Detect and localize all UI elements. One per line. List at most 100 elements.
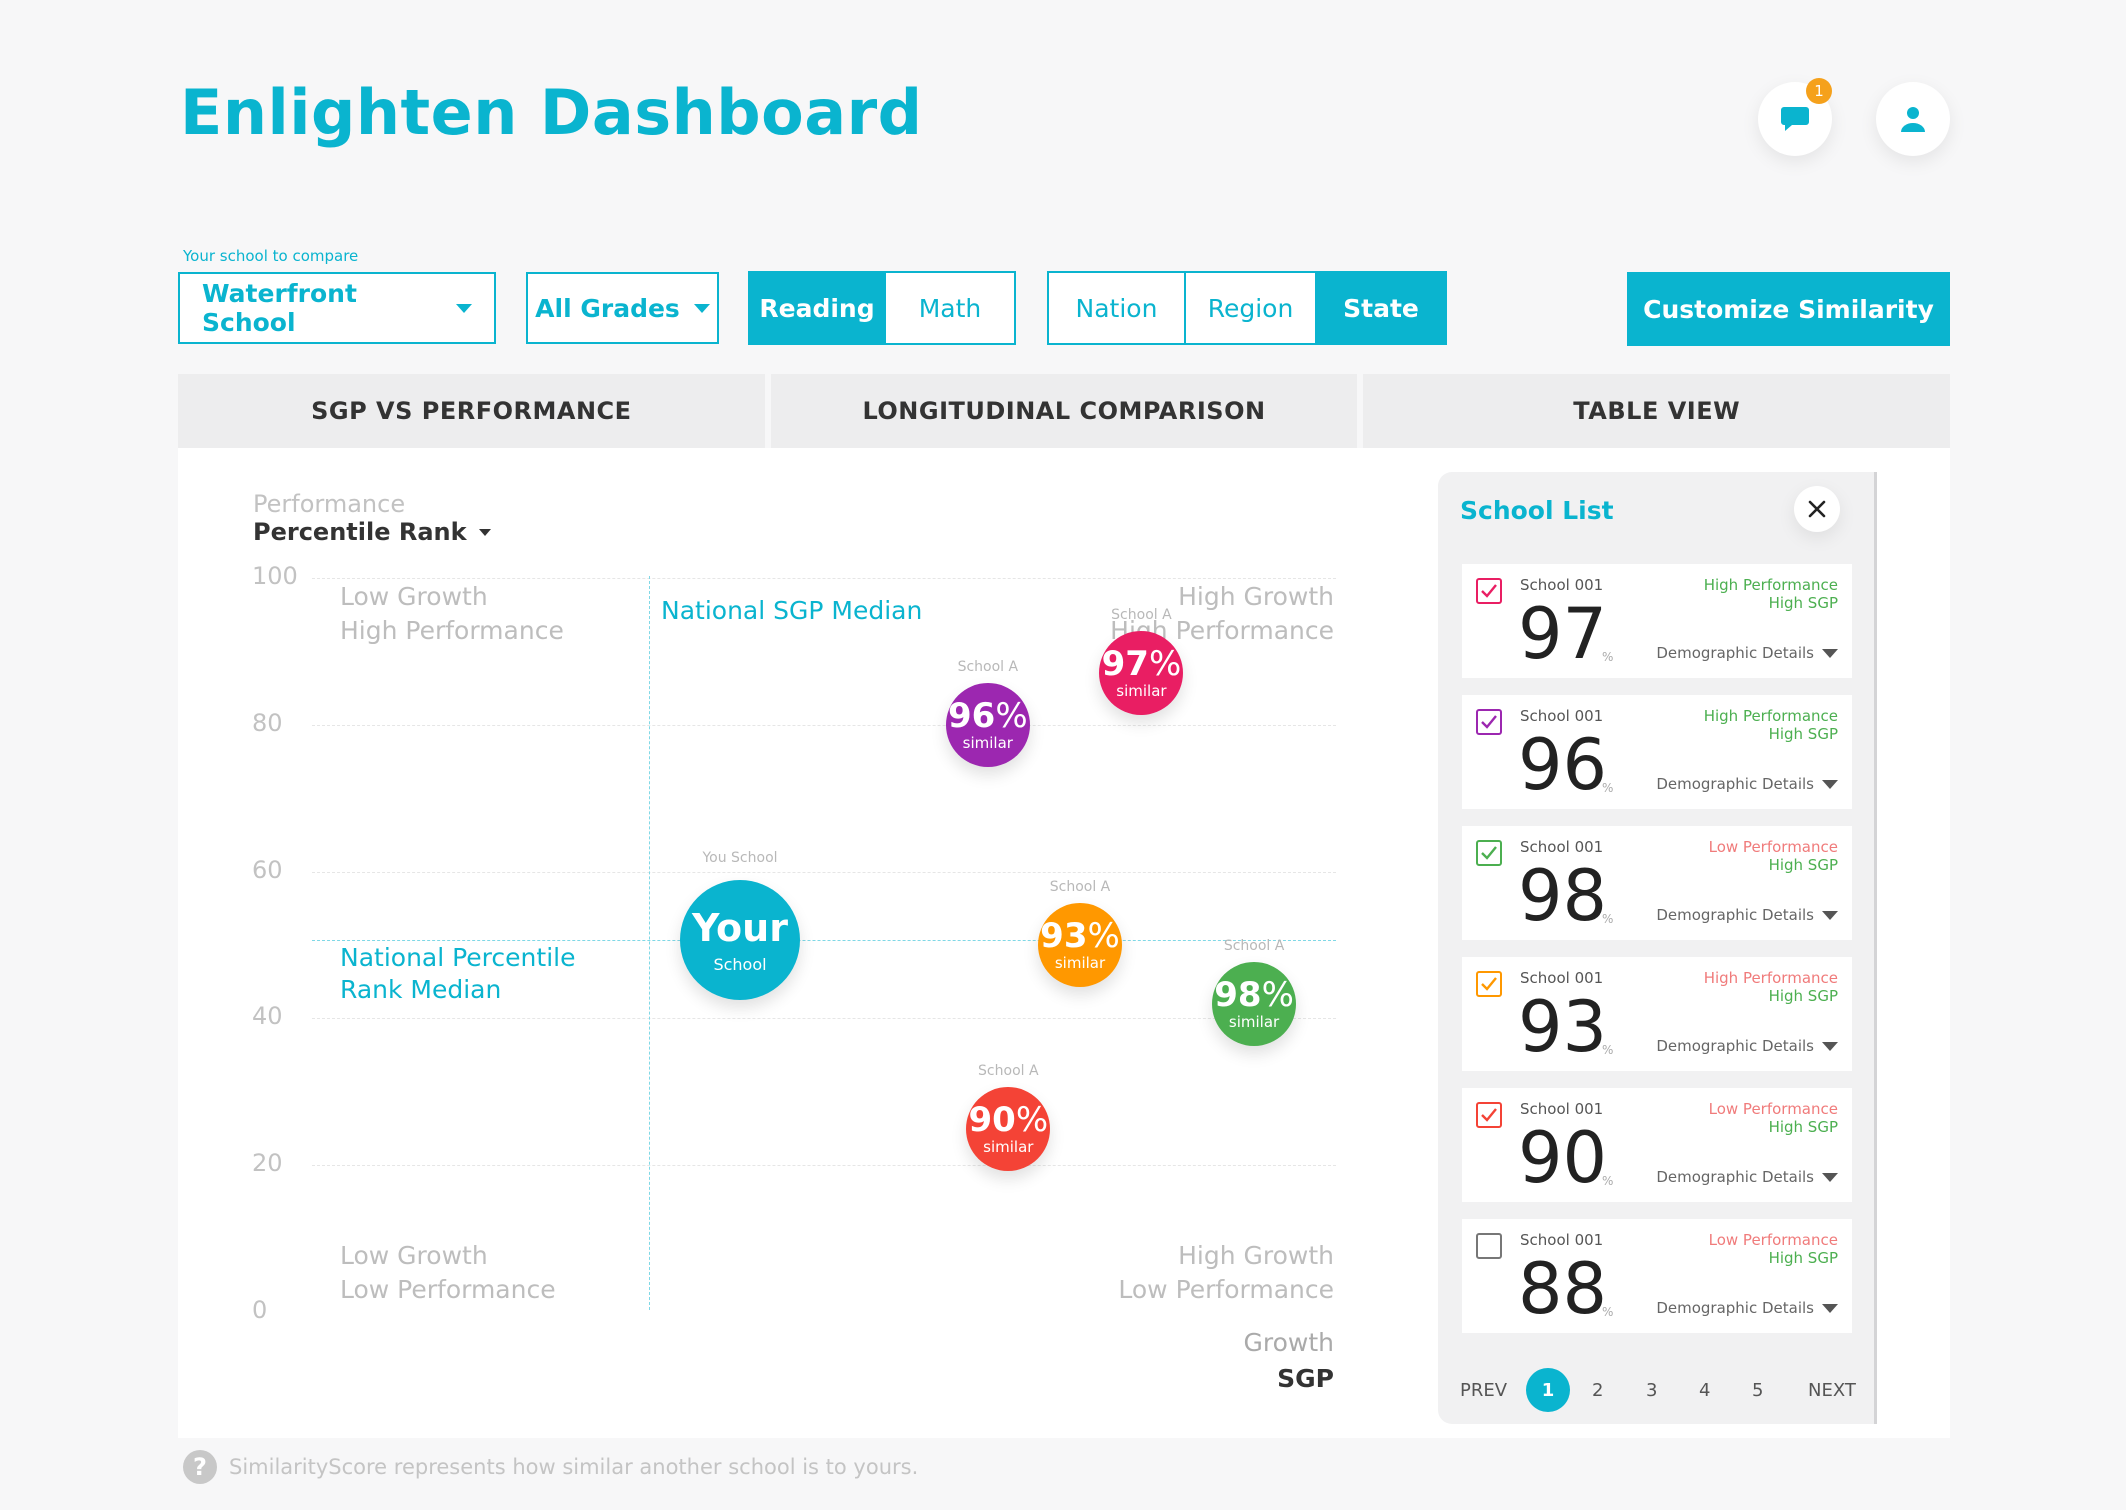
demographic-details-toggle[interactable]: Demographic Details	[1656, 1037, 1838, 1055]
performance-tag: High Performance	[1703, 969, 1838, 987]
notification-badge: 1	[1806, 78, 1832, 104]
school-list-title: School List	[1460, 496, 1614, 525]
school-checkbox[interactable]	[1476, 840, 1502, 866]
school-score: 96	[1518, 724, 1608, 806]
school-card[interactable]: School 001 98% Low Performance High SGP Demo…	[1462, 826, 1852, 940]
sidebar-scrollbar[interactable]	[1874, 472, 1877, 1424]
sgp-tag: High SGP	[1768, 987, 1838, 1005]
school-bubble[interactable]: 96% similar	[945, 682, 1030, 767]
school-bubble[interactable]: 97% similar	[1099, 631, 1184, 716]
performance-tag: Low Performance	[1708, 1231, 1838, 1249]
bubble-similarity: 90%	[968, 1099, 1049, 1140]
pager-page-3[interactable]: 3	[1646, 1380, 1658, 1401]
school-card[interactable]: School 001 96% High Performance High SGP Dem…	[1462, 695, 1852, 809]
pager-page-4[interactable]: 4	[1699, 1380, 1711, 1401]
demographic-details-label: Demographic Details	[1656, 1299, 1814, 1317]
school-score: 93	[1518, 986, 1608, 1068]
check-icon	[1481, 584, 1497, 598]
school-name: School 001	[1520, 838, 1604, 856]
demographic-details-toggle[interactable]: Demographic Details	[1656, 775, 1838, 793]
school-name: School 001	[1520, 1231, 1604, 1249]
school-bubble[interactable]: 98% similar	[1212, 961, 1297, 1046]
school-name: School 001	[1520, 1100, 1604, 1118]
chevron-down-icon	[1822, 779, 1838, 789]
school-checkbox[interactable]	[1476, 709, 1502, 735]
school-card[interactable]: School 001 93% High Performance High SGP Dem…	[1462, 957, 1852, 1071]
chevron-down-icon	[1822, 1303, 1838, 1313]
school-score: 97	[1518, 593, 1608, 675]
customize-similarity-button[interactable]: Customize Similarity	[1627, 272, 1950, 346]
demographic-details-label: Demographic Details	[1656, 1168, 1814, 1186]
grades-select[interactable]: All Grades	[526, 272, 719, 344]
performance-tag: Low Performance	[1708, 838, 1838, 856]
school-card[interactable]: School 001 97% High Performance High SGP Dem…	[1462, 564, 1852, 678]
profile-button[interactable]	[1876, 82, 1950, 156]
sgp-tag: High SGP	[1768, 725, 1838, 743]
demographic-details-label: Demographic Details	[1656, 906, 1814, 924]
demographic-details-label: Demographic Details	[1656, 644, 1814, 662]
school-bubble[interactable]: 90% similar	[966, 1086, 1051, 1171]
sgp-tag: High SGP	[1768, 1118, 1838, 1136]
page-title: Enlighten Dashboard	[180, 76, 923, 149]
scope-region[interactable]: Region	[1184, 273, 1315, 343]
school-score-unit: %	[1602, 1305, 1614, 1319]
demographic-details-label: Demographic Details	[1656, 775, 1814, 793]
your-school-big: Your	[692, 905, 788, 950]
subject-math[interactable]: Math	[884, 273, 1014, 343]
performance-tag: Low Performance	[1708, 1100, 1838, 1118]
performance-tag: High Performance	[1703, 707, 1838, 725]
check-icon	[1481, 1108, 1497, 1122]
school-score: 98	[1518, 855, 1608, 937]
your-school-bubble[interactable]: Your School	[680, 880, 800, 1000]
school-name: School 001	[1520, 576, 1604, 594]
pager-page-2[interactable]: 2	[1592, 1380, 1604, 1401]
close-button[interactable]	[1794, 486, 1840, 532]
subject-reading[interactable]: Reading	[750, 273, 884, 343]
school-score-unit: %	[1602, 781, 1614, 795]
demographic-details-toggle[interactable]: Demographic Details	[1656, 906, 1838, 924]
demographic-details-toggle[interactable]: Demographic Details	[1656, 644, 1838, 662]
demographic-details-toggle[interactable]: Demographic Details	[1656, 1299, 1838, 1317]
view-tabs: SGP VS PERFORMANCE LONGITUDINAL COMPARIS…	[178, 374, 1951, 448]
school-bubble[interactable]: 93% similar	[1038, 903, 1122, 987]
demographic-details-toggle[interactable]: Demographic Details	[1656, 1168, 1838, 1186]
check-icon	[1481, 715, 1497, 729]
school-score-unit: %	[1602, 1043, 1614, 1057]
chevron-down-icon	[1822, 648, 1838, 658]
bubble-similarity: 98%	[1214, 974, 1294, 1015]
tab-table-view[interactable]: TABLE VIEW	[1363, 374, 1951, 448]
check-icon	[1481, 977, 1497, 991]
school-card[interactable]: School 001 90% Low Performance High SGP Demo…	[1462, 1088, 1852, 1202]
tab-longitudinal-comparison[interactable]: LONGITUDINAL COMPARISON	[770, 374, 1358, 448]
chevron-down-icon	[478, 528, 491, 536]
demographic-details-label: Demographic Details	[1656, 1037, 1814, 1055]
y-axis-metric-select[interactable]: Percentile Rank	[253, 518, 491, 546]
user-icon	[1901, 107, 1925, 132]
bubble-similarity: 97%	[1101, 644, 1182, 685]
school-select[interactable]: Waterfront School	[178, 272, 496, 344]
bubble-similarity: 96%	[948, 695, 1028, 736]
school-checkbox[interactable]	[1476, 1102, 1502, 1128]
chevron-down-icon	[1822, 910, 1838, 920]
scope-state[interactable]: State	[1315, 273, 1445, 343]
school-score-unit: %	[1602, 650, 1614, 664]
grades-select-value: All Grades	[535, 293, 680, 323]
check-icon	[1481, 846, 1497, 860]
school-checkbox[interactable]	[1476, 578, 1502, 604]
school-checkbox[interactable]	[1476, 1233, 1502, 1259]
chevron-down-icon	[693, 303, 710, 313]
tab-sgp-vs-performance[interactable]: SGP VS PERFORMANCE	[178, 374, 765, 448]
pager-prev[interactable]: PREV	[1460, 1380, 1508, 1401]
close-icon	[1808, 500, 1826, 518]
pager-next[interactable]: NEXT	[1808, 1380, 1856, 1401]
scope-nation[interactable]: Nation	[1075, 293, 1158, 323]
bubble-similar-label: similar	[1228, 1012, 1280, 1031]
help-icon[interactable]: ?	[183, 1450, 217, 1484]
school-checkbox[interactable]	[1476, 971, 1502, 997]
school-card[interactable]: School 001 88% Low Performance High SGP Demo…	[1462, 1219, 1852, 1333]
pager-page-5[interactable]: 5	[1752, 1380, 1764, 1401]
pager-page-1[interactable]: 1	[1526, 1368, 1570, 1412]
chevron-down-icon	[1822, 1041, 1838, 1051]
school-score-unit: %	[1602, 1174, 1614, 1188]
school-name: School 001	[1520, 707, 1604, 725]
